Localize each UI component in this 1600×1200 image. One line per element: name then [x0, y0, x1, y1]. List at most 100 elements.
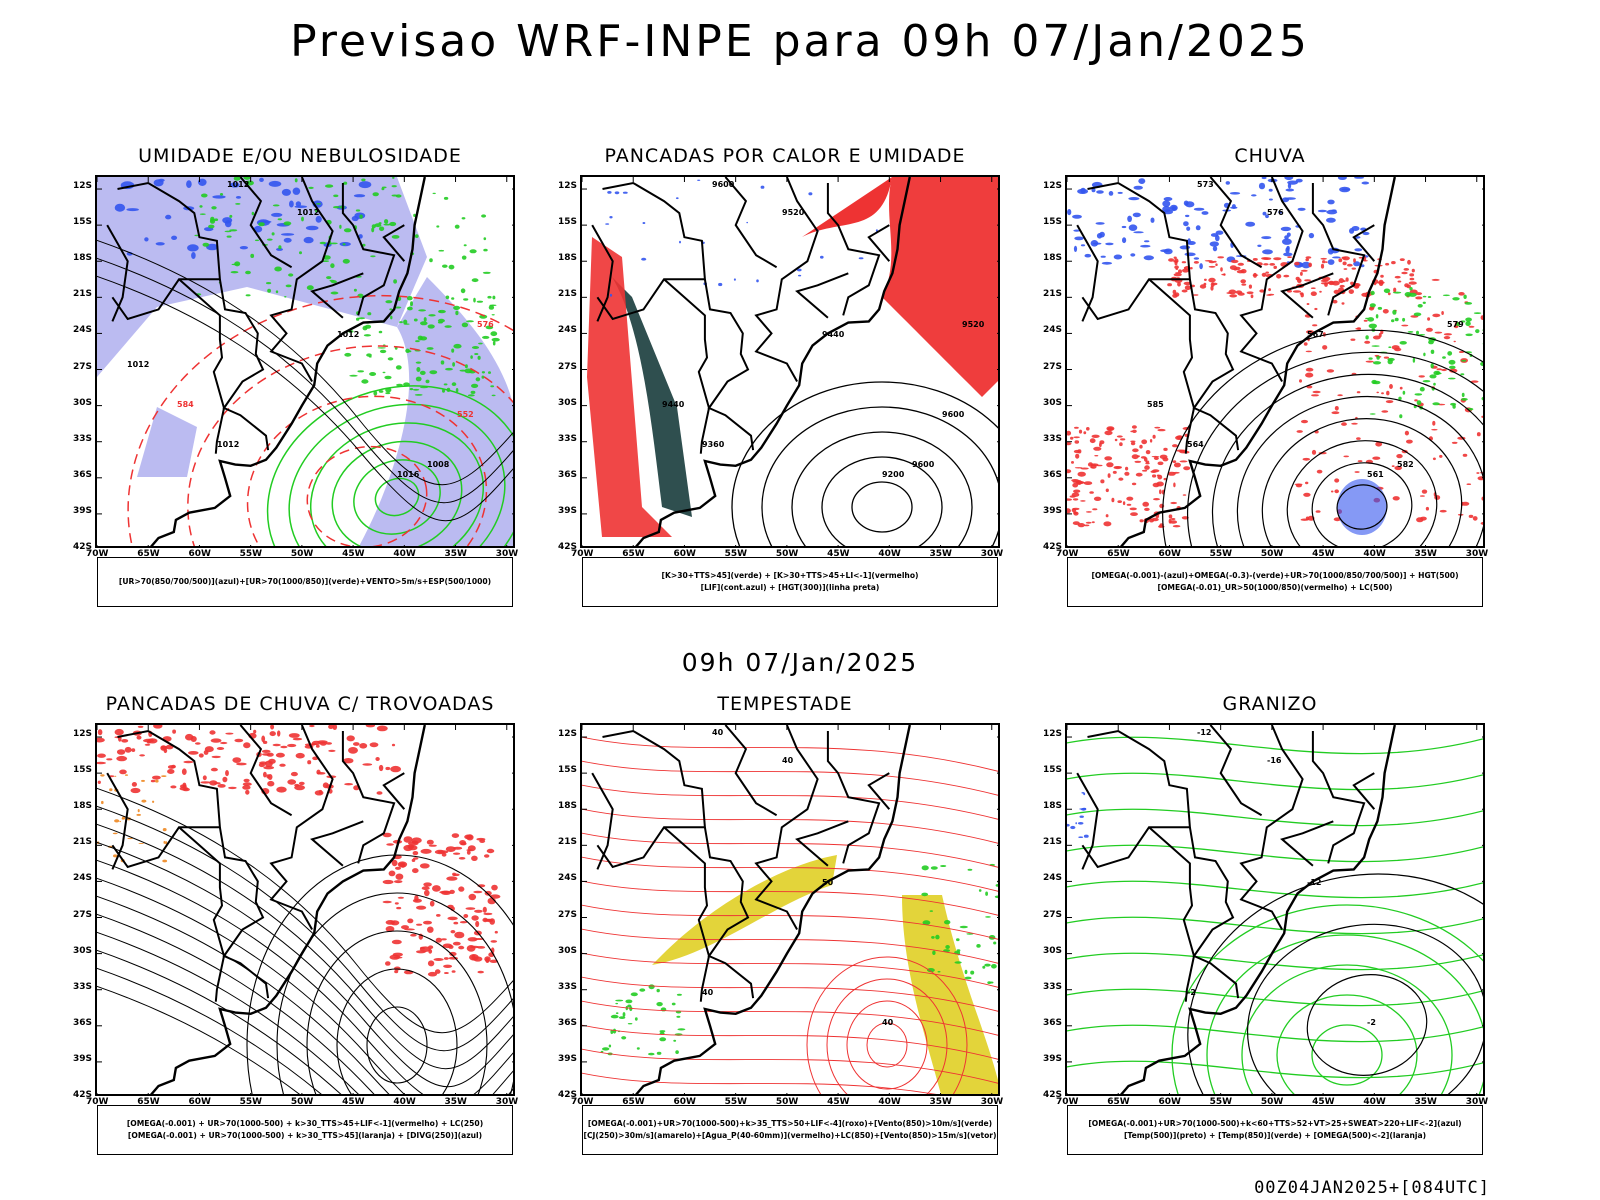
longitude-label: 60W [1158, 549, 1181, 559]
latitude-label: 42S [558, 542, 578, 552]
contour-label: 40 [882, 1018, 894, 1027]
latitude-label: 33S [73, 981, 93, 992]
page-title: Previsao WRF-INPE para 09h 07/Jan/2025 [290, 16, 1310, 67]
longitude-label: 30W [495, 1097, 519, 1107]
map-canvas: 9600 9520 9440 9360 9200 9600 9520 9440 9600 [582, 177, 998, 546]
latitude-label: 12S [73, 181, 93, 192]
latitude-label: 42S [1043, 1090, 1063, 1100]
legend-line: [OMEGA(-0.001)+UR>70(1000-500)+k>35_TTS>… [587, 1119, 993, 1128]
panel-title: TEMPESTADE [717, 693, 853, 715]
latitude-label: 18S [73, 253, 93, 264]
latitude-label: 30S [73, 397, 93, 408]
contour-label: 9520 [962, 320, 985, 329]
legend-line: [OMEGA(-0.001) + UR>70(1000-500) + k>30_… [127, 1131, 483, 1140]
longitude-label: 45W [1312, 1097, 1335, 1107]
latitude-label: 12S [558, 729, 578, 740]
latitude-label: 24S [1043, 873, 1063, 884]
latitude-label: 39S [73, 505, 93, 516]
latitude-label: 36S [73, 469, 93, 480]
legend-line: [OMEGA(-0.001) + UR>70(1000-500) + k>30_… [126, 1119, 484, 1128]
longitude-label: 45W [1312, 549, 1335, 559]
longitude-label: 70W [86, 549, 109, 559]
latitude-label: 15S [1043, 765, 1063, 776]
latitude-label: 30S [558, 397, 578, 408]
latitude-label: 27S [558, 909, 578, 920]
map-frame [95, 723, 515, 1096]
contour-label: 576 [477, 320, 494, 329]
panel-trovoadas: PANCADAS DE CHUVA C/ TROVOADAS [OMEGA(-0… [55, 693, 525, 1173]
contour-label: 567 [1307, 330, 1324, 339]
legend-line: [CJ(250)>30m/s](amarelo)+[Agua_P(40-60mm… [583, 1131, 997, 1140]
latitude-label: 18S [1043, 253, 1063, 264]
longitude-label: 35W [929, 549, 952, 559]
panel-legend: [OMEGA(-0.001)-(azul)+OMEGA(-0.3)-(verde… [1067, 557, 1483, 607]
longitude-label: 70W [1056, 1097, 1079, 1107]
legend-line: [OMEGA(-0.01)_UR>50(1000/850)(vermelho) … [1157, 583, 1393, 592]
longitude-label: 30W [980, 549, 1004, 559]
latitude-label: 39S [73, 1053, 93, 1064]
contour-label: -2 [1367, 1018, 1376, 1027]
map-canvas: -12 -16 -12 -2 -2 [1067, 725, 1483, 1094]
panel-tempestade: TEMPESTADE 40 40 50 40 40 [OMEGA(-0.001)+UR>… [540, 693, 1010, 1173]
contour-label: 561 [1367, 470, 1384, 479]
latitude-label: 12S [73, 729, 93, 740]
panel-legend: [K>30+TTS>45](verde) + [K>30+TTS>45+LI<-… [582, 557, 998, 607]
longitude-label: 40W [878, 549, 901, 559]
latitude-label: 21S [1043, 289, 1063, 300]
latitude-label: 18S [1043, 801, 1063, 812]
longitude-label: 50W [775, 549, 799, 559]
legend-line: [OMEGA(-0.001)+UR>70(1000-500)+k<60+TTS>… [1088, 1119, 1462, 1128]
latitude-label: 24S [558, 873, 578, 884]
latitude-label: 42S [1043, 542, 1063, 552]
panel-legend: [OMEGA(-0.001)+UR>70(1000-500)+k>35_TTS>… [582, 1105, 998, 1155]
longitude-label: 70W [571, 1097, 594, 1107]
longitude-label: 70W [1056, 549, 1079, 559]
latitude-label: 12S [558, 181, 578, 192]
longitude-label: 50W [290, 1097, 314, 1107]
contour-label: 582 [1397, 460, 1414, 469]
longitude-label: 35W [444, 1097, 467, 1107]
latitude-label: 24S [558, 325, 578, 336]
longitude-label: 40W [1363, 1097, 1386, 1107]
longitude-label: 55W [1209, 1097, 1233, 1107]
latitude-label: 21S [1043, 837, 1063, 848]
latitude-label: 12S [1043, 729, 1063, 740]
longitude-label: 55W [1209, 549, 1233, 559]
latitude-label: 24S [1043, 325, 1063, 336]
latitude-label: 27S [1043, 909, 1063, 920]
run-info-footer: 00Z04JAN2025+[084UTC] [1254, 1178, 1490, 1198]
latitude-label: 12S [1043, 181, 1063, 192]
contour-label: 584 [177, 400, 194, 409]
latitude-label: 21S [73, 837, 93, 848]
latitude-label: 39S [558, 1053, 578, 1064]
legend-line: [OMEGA(-0.001)-(azul)+OMEGA(-0.3)-(verde… [1091, 571, 1459, 580]
valid-time-label: 09h 07/Jan/2025 [681, 648, 919, 677]
contour-label: 50 [822, 878, 834, 887]
contour-label: 579 [1447, 320, 1464, 329]
panel-title: GRANIZO [1222, 693, 1318, 715]
latitude-label: 36S [558, 1017, 578, 1028]
longitude-label: 60W [188, 549, 211, 559]
map-canvas: 1012 1012 1012 1012 1016 1008 576 584 552 1012 [97, 177, 513, 546]
latitude-label: 24S [73, 325, 93, 336]
contour-label: 1012 [337, 330, 359, 339]
latitude-label: 21S [558, 837, 578, 848]
longitude-label: 40W [1363, 549, 1386, 559]
panel-granizo: GRANIZO -12 -16 -12 -2 -2 [OMEGA(-0.001)+UR>… [1025, 693, 1495, 1173]
latitude-label: 36S [558, 469, 578, 480]
contour-label: 1012 [127, 360, 149, 369]
legend-line: [Temp(500)](preto) + [Temp(850)](verde) … [1123, 1131, 1427, 1140]
latitude-label: 36S [1043, 469, 1063, 480]
longitude-label: 65W [1107, 1097, 1130, 1107]
contour-label: 40 [712, 728, 724, 737]
longitude-label: 55W [724, 549, 748, 559]
panel-title: PANCADAS POR CALOR E UMIDADE [604, 145, 966, 167]
longitude-label: 30W [980, 1097, 1004, 1107]
longitude-label: 35W [1414, 549, 1437, 559]
latitude-label: 42S [73, 542, 93, 552]
longitude-label: 30W [1465, 549, 1489, 559]
latitude-label: 36S [73, 1017, 93, 1028]
contour-label: 9600 [912, 460, 935, 469]
contour-label: 552 [457, 410, 474, 419]
panel-legend: [OMEGA(-0.001) + UR>70(1000-500) + k>30_… [97, 1105, 513, 1155]
